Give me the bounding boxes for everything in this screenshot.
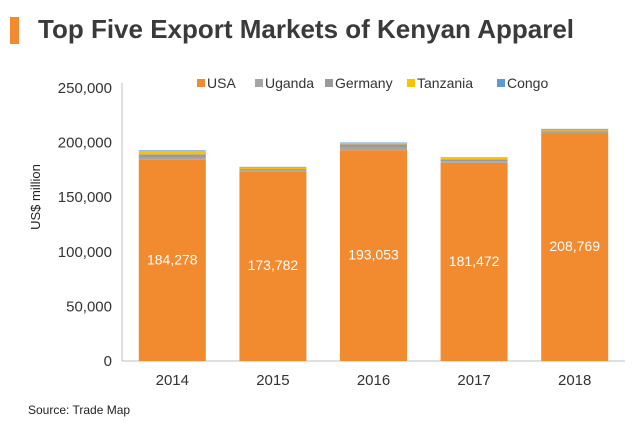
data-label-2014: 184,278 [147, 251, 198, 267]
chart-title: Top Five Export Markets of Kenyan Appare… [38, 14, 574, 44]
x-tick-label: 2017 [457, 372, 490, 389]
legend-label-usa: USA [207, 75, 236, 91]
x-tick-label: 2018 [558, 372, 591, 389]
source-note: Source: Trade Map [28, 403, 131, 417]
legend-swatch-germany [325, 79, 333, 87]
legend-swatch-tanzania [407, 79, 415, 87]
y-tick-label: 250,000 [58, 80, 112, 97]
bar-germany-2017 [440, 159, 508, 162]
bar-usa-2014 [138, 159, 206, 361]
bar-usa-2016 [340, 150, 407, 361]
bar-congo-2014 [138, 150, 206, 152]
data-label-2018: 208,769 [549, 238, 600, 254]
data-label-2017: 181,472 [449, 253, 500, 269]
bar-congo-2018 [541, 128, 609, 130]
y-tick-label: 150,000 [58, 189, 112, 206]
bar-germany-2014 [138, 154, 206, 158]
legend-label-congo: Congo [507, 75, 548, 91]
legend-label-germany: Germany [335, 75, 393, 91]
bar-usa-2017 [440, 162, 508, 361]
bar-usa-2018 [541, 133, 609, 361]
y-axis-title: US$ million [28, 164, 43, 230]
y-tick-label: 0 [104, 353, 112, 370]
data-label-2016: 193,053 [348, 247, 399, 263]
data-label-2015: 173,782 [248, 257, 299, 273]
bar-uganda-2016 [340, 147, 407, 151]
bar-uganda-2018 [541, 131, 609, 134]
bar-tanzania-2016 [340, 143, 407, 145]
x-tick-label: 2015 [256, 372, 289, 389]
bar-uganda-2015 [239, 170, 307, 172]
bar-tanzania-2017 [440, 157, 508, 160]
legend-label-uganda: Uganda [265, 75, 314, 91]
bar-congo-2015 [239, 166, 307, 168]
bar-germany-2018 [541, 130, 609, 132]
legend-swatch-usa [197, 79, 205, 87]
bar-congo-2016 [340, 142, 407, 144]
y-tick-label: 200,000 [58, 135, 112, 152]
bar-uganda-2014 [138, 157, 206, 160]
bar-congo-2017 [440, 157, 508, 158]
y-tick-label: 100,000 [58, 244, 112, 261]
legend-swatch-congo [497, 79, 505, 87]
bar-tanzania-2018 [541, 129, 609, 131]
bar-tanzania-2015 [239, 167, 307, 170]
title-accent-bar [10, 17, 19, 44]
legend-swatch-uganda [255, 79, 263, 87]
bar-uganda-2017 [440, 161, 508, 163]
y-tick-label: 50,000 [66, 298, 112, 315]
bar-germany-2016 [340, 144, 407, 148]
x-tick-label: 2014 [156, 372, 189, 389]
bar-tanzania-2014 [138, 151, 206, 155]
legend-label-tanzania: Tanzania [417, 75, 473, 91]
bar-usa-2015 [239, 171, 307, 361]
bar-germany-2015 [239, 169, 307, 171]
x-tick-label: 2016 [357, 372, 390, 389]
